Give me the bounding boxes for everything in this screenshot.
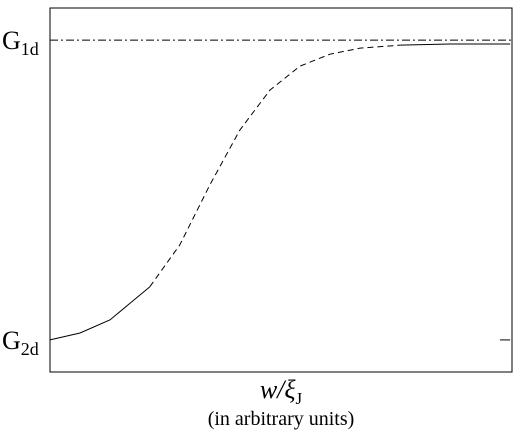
y-tick-sub: 2d [21, 339, 39, 359]
y-tick-sub: 1d [21, 39, 39, 59]
y-tick-main: G [2, 326, 21, 355]
y-tick-label: G2d [2, 326, 39, 359]
curve-segment [49, 286, 151, 341]
x-axis-label: w/ξJ [260, 375, 303, 408]
x-axis-note: (in arbitrary units) [208, 408, 355, 430]
y-tick-main: G [2, 26, 21, 55]
curve-segment [149, 44, 401, 288]
plot-frame [49, 7, 513, 373]
y-tick-label: G1d [2, 26, 39, 59]
curve-segment [400, 43, 511, 46]
